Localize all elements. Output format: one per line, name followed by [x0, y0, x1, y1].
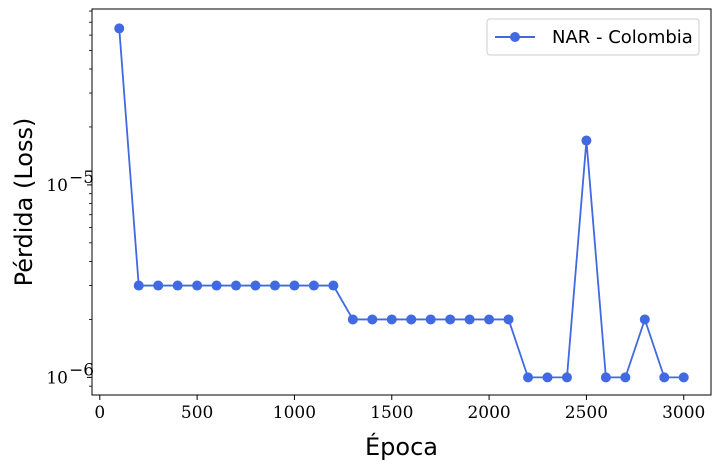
data-point: [503, 314, 514, 325]
data-point: [406, 314, 417, 325]
legend-box: [486, 18, 700, 56]
x-tick-label: 1000: [273, 403, 316, 423]
data-point: [192, 280, 203, 291]
data-point: [386, 314, 397, 325]
data-point: [153, 280, 164, 291]
y-tick-exponent: −5: [69, 168, 94, 188]
data-point: [250, 280, 261, 291]
legend-label: NAR - Colombia: [552, 27, 693, 48]
y-tick-label: 10: [46, 368, 68, 388]
plot-frame: [91, 8, 712, 396]
data-point: [600, 372, 611, 383]
data-point: [289, 280, 300, 291]
data-point: [308, 280, 319, 291]
data-point: [581, 135, 592, 146]
data-point: [347, 314, 358, 325]
data-point: [425, 314, 436, 325]
x-tick-label: 2500: [565, 403, 608, 423]
x-tick-label: 1500: [370, 403, 413, 423]
data-point: [172, 280, 183, 291]
data-point: [464, 314, 475, 325]
y-tick-exponent: −6: [69, 360, 94, 380]
data-point: [561, 372, 572, 383]
data-point: [639, 314, 650, 325]
data-point: [269, 280, 280, 291]
data-point: [659, 372, 670, 383]
data-point: [542, 372, 553, 383]
x-tick-label: 3000: [662, 403, 705, 423]
x-tick-label: 0: [94, 403, 105, 423]
data-point: [523, 372, 534, 383]
legend: NAR - Colombia: [486, 18, 700, 56]
data-point: [231, 280, 242, 291]
data-point: [620, 372, 631, 383]
x-tick-label: 2000: [467, 403, 510, 423]
y-tick-label: 10: [46, 176, 68, 196]
data-point: [445, 314, 456, 325]
data-point: [133, 280, 144, 291]
x-tick-label: 500: [181, 403, 213, 423]
series-line: [118, 28, 684, 379]
y-axis-label: Pérdida (Loss): [10, 118, 38, 287]
x-axis-label: Época: [365, 432, 438, 461]
data-point: [114, 23, 125, 34]
data-point: [367, 314, 378, 325]
data-point: [484, 314, 495, 325]
data-point: [211, 280, 222, 291]
legend-marker: [510, 32, 520, 42]
data-point: [678, 372, 689, 383]
data-point: [328, 280, 339, 291]
